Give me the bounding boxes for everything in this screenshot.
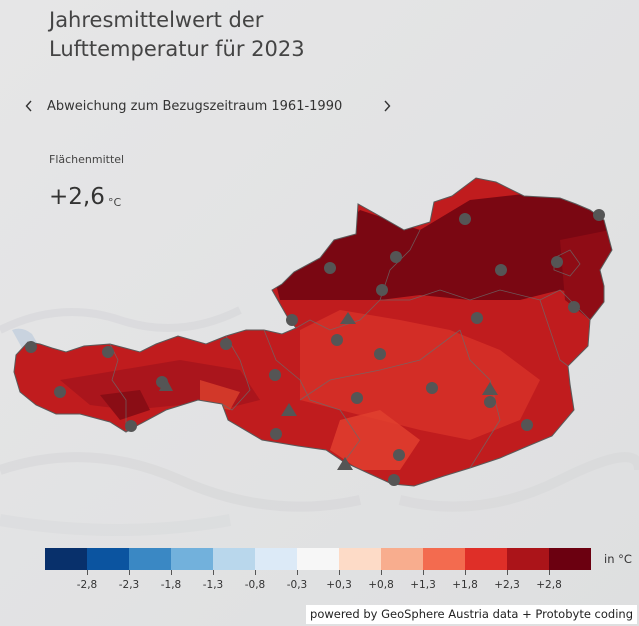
legend-swatch <box>129 548 171 570</box>
legend-swatch <box>171 548 213 570</box>
legend-tick-mark <box>213 570 214 575</box>
legend-tick-mark <box>423 570 424 575</box>
legend-tick-label: -0,3 <box>286 579 308 591</box>
legend-tick-label: +0,3 <box>326 579 352 591</box>
legend-tick-label: +1,3 <box>410 579 436 591</box>
legend-tick-label: -2,3 <box>118 579 140 591</box>
area-mean-unit: °C <box>108 196 122 209</box>
legend-tick-mark <box>255 570 256 575</box>
legend-tick-mark <box>171 570 172 575</box>
legend-swatch <box>339 548 381 570</box>
legend-tick-label: -1,8 <box>160 579 182 591</box>
previous-button[interactable] <box>19 95 39 117</box>
legend-tick-mark <box>339 570 340 575</box>
legend-swatch <box>297 548 339 570</box>
legend-tick-label: -1,3 <box>202 579 224 591</box>
legend-tick-label: +2,8 <box>536 579 562 591</box>
area-mean-value: +2,6 <box>49 184 105 210</box>
legend-tick-mark <box>129 570 130 575</box>
reference-period-label: Abweichung zum Bezugszeitraum 1961-1990 <box>47 98 343 114</box>
chevron-left-icon <box>25 100 32 112</box>
next-button[interactable] <box>377 95 397 117</box>
legend-tick-mark <box>297 570 298 575</box>
legend-tick-label: -0,8 <box>244 579 266 591</box>
legend-swatch <box>423 548 465 570</box>
legend-tick-mark <box>465 570 466 575</box>
legend-swatch <box>45 548 87 570</box>
title-line-1: Jahresmittelwert der <box>49 8 264 32</box>
area-mean-label: Flächenmittel <box>49 153 125 166</box>
legend-tick-mark <box>507 570 508 575</box>
legend-tick-mark <box>87 570 88 575</box>
legend-swatch <box>87 548 129 570</box>
legend-swatch <box>549 548 591 570</box>
station-markers <box>25 209 605 486</box>
legend-tick-label: -2,8 <box>76 579 98 591</box>
legend-swatch <box>213 548 255 570</box>
legend-tick-label: +1,8 <box>452 579 478 591</box>
legend-swatch <box>381 548 423 570</box>
credit-text: powered by GeoSphere Austria data + Prot… <box>306 605 637 624</box>
legend-tick-mark <box>381 570 382 575</box>
page-title: Jahresmittelwert der Lufttemperatur für … <box>49 6 379 64</box>
legend-swatch <box>465 548 507 570</box>
legend-tick-mark <box>549 570 550 575</box>
chevron-right-icon <box>384 100 391 112</box>
legend-tick-label: +0,8 <box>368 579 394 591</box>
title-line-2: Lufttemperatur für 2023 <box>49 37 305 61</box>
legend-swatch <box>507 548 549 570</box>
legend-swatch <box>255 548 297 570</box>
legend-unit: in °C <box>604 552 632 566</box>
legend-tick-label: +2,3 <box>494 579 520 591</box>
